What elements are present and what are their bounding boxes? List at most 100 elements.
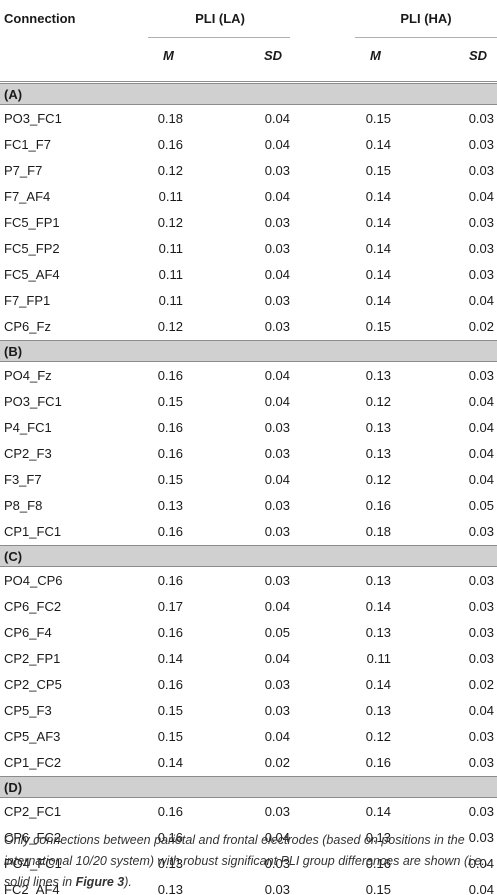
cell-connection: PO3_FC1	[4, 111, 62, 126]
table-row: PO4_FC1 0.13 0.03 0.16 0.04	[0, 850, 497, 876]
cell-ha-mean: 0.16	[365, 498, 391, 513]
cell-la-mean: 0.13	[157, 498, 183, 513]
cell-ha-sd: 0.04	[468, 420, 494, 435]
cell-la-sd: 0.02	[264, 755, 290, 770]
table-body: (A) PO3_FC1 0.18 0.04 0.15 0.03 FC1_F7 0.16 0.04…	[0, 82, 497, 895]
cell-ha-sd: 0.04	[468, 472, 494, 487]
table-row: CP1_FC1 0.16 0.03 0.18 0.03	[0, 518, 497, 544]
cell-ha-mean: 0.14	[365, 267, 391, 282]
cell-connection: CP5_F3	[4, 703, 52, 718]
cell-la-mean: 0.15	[157, 394, 183, 409]
cell-ha-mean: 0.14	[365, 215, 391, 230]
cell-ha-sd: 0.03	[468, 368, 494, 383]
table-row: PO4_CP6 0.16 0.03 0.13 0.03	[0, 567, 497, 593]
table-row: F7_FP1 0.11 0.03 0.14 0.04	[0, 287, 497, 313]
cell-ha-mean: 0.16	[365, 856, 391, 871]
cell-ha-mean: 0.13	[365, 830, 391, 845]
cell-connection: CP2_F3	[4, 446, 52, 461]
cell-ha-sd: 0.02	[468, 677, 494, 692]
cell-la-mean: 0.16	[157, 830, 183, 845]
cell-ha-mean: 0.13	[365, 703, 391, 718]
cell-connection: CP2_FP1	[4, 651, 61, 666]
section-label: (D)	[4, 780, 23, 795]
cell-connection: FC5_FP1	[4, 215, 60, 230]
cell-ha-sd: 0.03	[468, 729, 494, 744]
cell-la-mean: 0.13	[157, 882, 183, 895]
cell-la-sd: 0.03	[264, 293, 290, 308]
cell-la-mean: 0.15	[157, 472, 183, 487]
cell-la-mean: 0.14	[157, 755, 183, 770]
cell-ha-sd: 0.04	[468, 703, 494, 718]
header-rule-ha	[355, 37, 497, 38]
cell-la-mean: 0.16	[157, 368, 183, 383]
cell-ha-sd: 0.04	[468, 856, 494, 871]
cell-connection: P8_F8	[4, 498, 43, 513]
cell-la-mean: 0.17	[157, 599, 183, 614]
cell-connection: CP6_Fz	[4, 319, 51, 334]
cell-ha-mean: 0.14	[365, 137, 391, 152]
cell-ha-mean: 0.18	[365, 524, 391, 539]
cell-connection: F3_F7	[4, 472, 42, 487]
cell-la-mean: 0.16	[157, 420, 183, 435]
cell-ha-mean: 0.16	[365, 755, 391, 770]
cell-la-sd: 0.04	[264, 394, 290, 409]
cell-la-mean: 0.14	[157, 651, 183, 666]
cell-la-mean: 0.16	[157, 677, 183, 692]
cell-connection: CP6_FC2	[4, 599, 62, 614]
cell-ha-sd: 0.04	[468, 446, 494, 461]
cell-connection: FC5_AF4	[4, 267, 60, 282]
cell-la-sd: 0.04	[264, 472, 290, 487]
cell-ha-sd: 0.03	[468, 267, 494, 282]
cell-la-mean: 0.11	[158, 293, 183, 308]
footnote-end: ).	[124, 875, 132, 889]
cell-connection: FC2_AF4	[4, 882, 60, 895]
table-row: CP2_CP5 0.16 0.03 0.14 0.02	[0, 671, 497, 697]
cell-la-mean: 0.11	[158, 241, 183, 256]
cell-connection: PO3_FC1	[4, 394, 62, 409]
cell-ha-sd: 0.03	[468, 163, 494, 178]
cell-ha-sd: 0.03	[468, 755, 494, 770]
header-pli-la: PLI (LA)	[195, 11, 245, 26]
header-ha-mean: M	[370, 48, 381, 63]
cell-la-sd: 0.03	[264, 498, 290, 513]
cell-ha-mean: 0.13	[365, 446, 391, 461]
table-row: FC2_AF4 0.13 0.03 0.15 0.04	[0, 876, 497, 895]
cell-la-sd: 0.04	[264, 189, 290, 204]
table-row: FC1_F7 0.16 0.04 0.14 0.03	[0, 131, 497, 157]
table-row: CP5_AF3 0.15 0.04 0.12 0.03	[0, 723, 497, 749]
table-row: CP6_FC2 0.17 0.04 0.14 0.03	[0, 593, 497, 619]
cell-la-mean: 0.11	[158, 267, 183, 282]
cell-connection: P4_FC1	[4, 420, 52, 435]
cell-connection: CP6_F4	[4, 625, 52, 640]
table-row: CP6_F4 0.16 0.05 0.13 0.03	[0, 619, 497, 645]
cell-ha-sd: 0.03	[468, 524, 494, 539]
cell-la-sd: 0.04	[264, 368, 290, 383]
table-row: PO4_Fz 0.16 0.04 0.13 0.03	[0, 362, 497, 388]
cell-la-sd: 0.05	[264, 625, 290, 640]
cell-la-mean: 0.16	[157, 137, 183, 152]
cell-ha-mean: 0.12	[365, 394, 391, 409]
cell-la-mean: 0.15	[157, 703, 183, 718]
table-row: FC5_FP2 0.11 0.03 0.14 0.03	[0, 235, 497, 261]
cell-la-sd: 0.03	[264, 524, 290, 539]
header-rule-la	[148, 37, 290, 38]
cell-la-sd: 0.03	[264, 677, 290, 692]
table-row: PO3_FC1 0.18 0.04 0.15 0.03	[0, 105, 497, 131]
cell-connection: F7_FP1	[4, 293, 51, 308]
cell-la-mean: 0.11	[158, 189, 183, 204]
table-row: CP6_FC2 0.16 0.04 0.13 0.03	[0, 824, 497, 850]
table-row: CP2_FP1 0.14 0.04 0.11 0.03	[0, 645, 497, 671]
cell-ha-sd: 0.03	[468, 573, 494, 588]
section-label: (A)	[4, 87, 23, 102]
cell-ha-mean: 0.11	[366, 651, 391, 666]
cell-ha-sd: 0.03	[468, 599, 494, 614]
cell-connection: PO4_FC1	[4, 856, 62, 871]
cell-la-mean: 0.12	[157, 163, 183, 178]
cell-ha-sd: 0.05	[468, 498, 494, 513]
cell-la-sd: 0.03	[264, 703, 290, 718]
cell-la-sd: 0.03	[264, 163, 290, 178]
cell-la-mean: 0.16	[157, 804, 183, 819]
cell-ha-mean: 0.14	[365, 804, 391, 819]
cell-connection: PO4_Fz	[4, 368, 52, 383]
table-row: P4_FC1 0.16 0.03 0.13 0.04	[0, 414, 497, 440]
